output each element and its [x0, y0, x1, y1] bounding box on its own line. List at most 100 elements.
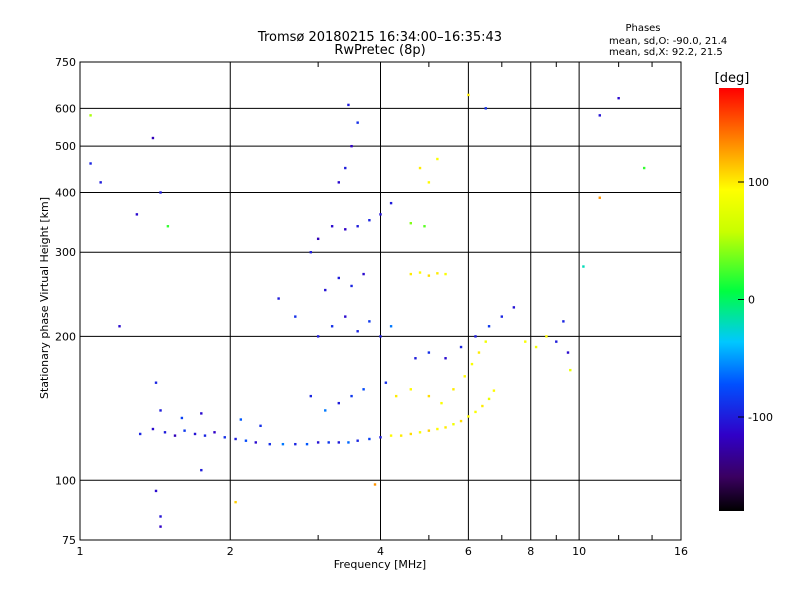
data-point [487, 397, 491, 401]
data-point [452, 388, 455, 391]
data-point [409, 388, 412, 391]
data-point [389, 434, 393, 437]
data-point [305, 442, 309, 446]
data-point [617, 96, 620, 100]
data-point [440, 401, 443, 405]
data-point [151, 136, 155, 140]
data-point [347, 103, 350, 107]
data-point [356, 225, 359, 228]
data-point [362, 388, 365, 391]
data-point [582, 265, 585, 268]
data-point [373, 483, 377, 486]
data-point [337, 276, 341, 280]
data-point [427, 351, 431, 354]
data-point [239, 418, 243, 421]
x-axis-label: Frequency [MHz] [334, 558, 426, 571]
data-point [223, 436, 226, 439]
data-point [281, 442, 285, 446]
data-point [356, 330, 359, 333]
data-point [138, 432, 142, 436]
y-axis-ticks: 75 100 200 300 400 500 600 750 [55, 56, 76, 547]
data-point [484, 107, 487, 110]
data-point [409, 432, 412, 436]
data-point [362, 272, 365, 276]
data-point [350, 394, 353, 398]
data-point [356, 439, 359, 442]
data-point [89, 114, 92, 117]
data-point [598, 114, 601, 117]
data-point [268, 442, 271, 446]
data-point [467, 415, 470, 418]
x-axis-ticks: 1 2 4 6 8 10 16 [77, 62, 688, 558]
data-point [330, 325, 334, 328]
x-tick-label: 8 [527, 545, 534, 558]
data-point [200, 468, 203, 472]
data-point [463, 375, 466, 378]
data-point [427, 394, 431, 398]
data-point [444, 426, 447, 429]
data-point [213, 431, 216, 434]
data-point [389, 201, 393, 205]
data-point [427, 181, 431, 184]
data-point [159, 409, 162, 412]
data-point [316, 441, 320, 444]
data-point [423, 225, 426, 228]
data-point [356, 121, 359, 124]
data-point [555, 340, 558, 343]
data-point [193, 432, 197, 436]
data-point [344, 315, 347, 318]
data-point [118, 325, 121, 328]
data-point [436, 272, 439, 275]
data-point [487, 325, 491, 328]
colorbar-tick-label: 0 [748, 294, 755, 307]
y-tick-label: 200 [55, 330, 76, 343]
data-point [163, 431, 167, 434]
data-point [154, 489, 158, 493]
data-point [294, 442, 297, 446]
data-points [89, 93, 646, 528]
data-point [642, 166, 646, 170]
data-point [135, 213, 139, 216]
data-point [350, 284, 353, 288]
y-tick-label: 100 [55, 474, 76, 487]
data-point [180, 416, 184, 420]
data-point [309, 251, 312, 254]
data-point [277, 297, 280, 300]
x-tick-label: 10 [572, 545, 586, 558]
data-point [159, 525, 162, 528]
data-point [512, 306, 516, 309]
data-point [394, 394, 398, 398]
data-point [399, 434, 403, 437]
data-point [259, 424, 262, 428]
x-tick-label: 4 [377, 545, 384, 558]
data-point [99, 181, 102, 184]
data-point [151, 427, 155, 431]
data-point [254, 441, 257, 444]
data-point [427, 274, 431, 277]
data-point [203, 434, 207, 437]
data-point [481, 404, 484, 408]
data-point [344, 166, 347, 170]
x-tick-label: 2 [227, 545, 234, 558]
chart-subtitle: RwPretec (8p) [334, 43, 425, 58]
data-point [470, 362, 474, 366]
data-point [409, 222, 412, 225]
x-tick-label: 16 [674, 545, 688, 558]
y-tick-label: 600 [55, 102, 76, 115]
data-point [316, 335, 320, 338]
chart-title: Tromsø 20180215 16:34:00–16:35:43 [257, 30, 502, 45]
data-point [89, 162, 92, 165]
data-point [459, 419, 463, 423]
y-tick-label: 400 [55, 186, 76, 199]
data-point [444, 357, 447, 360]
data-point [569, 368, 572, 372]
data-point [347, 441, 350, 444]
data-point [452, 423, 455, 426]
data-point [474, 410, 477, 414]
data-point [414, 357, 417, 360]
data-point [200, 412, 203, 415]
data-point [159, 191, 162, 194]
data-point [534, 345, 538, 349]
data-point [436, 157, 439, 161]
